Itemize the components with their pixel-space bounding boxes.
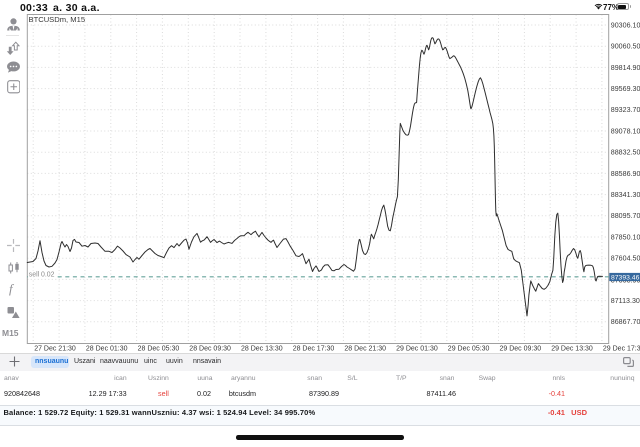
svg-text:29 Dec 09:30: 29 Dec 09:30 [500,345,542,352]
svg-text:29 Dec 01:30: 29 Dec 01:30 [396,345,438,352]
svg-text:28 Dec 09:30: 28 Dec 09:30 [189,345,231,352]
svg-text:88341.30: 88341.30 [611,191,640,199]
svg-text:88832.50: 88832.50 [611,149,640,157]
svg-text:28 Dec 13:30: 28 Dec 13:30 [241,345,283,352]
svg-text:29 Dec 17:30: 29 Dec 17:30 [603,345,640,352]
svg-text:29 Dec 05:30: 29 Dec 05:30 [448,345,490,352]
svg-text:90060.50: 90060.50 [611,43,640,51]
svg-text:28 Dec 01:30: 28 Dec 01:30 [86,345,128,352]
svg-text:87393.46: 87393.46 [611,274,640,281]
svg-text:89569.30: 89569.30 [611,85,640,93]
svg-text:28 Dec 21:30: 28 Dec 21:30 [344,345,386,352]
svg-text:90306.10: 90306.10 [611,21,640,29]
svg-text:sell 0.02: sell 0.02 [29,272,55,279]
svg-text:87850.10: 87850.10 [611,233,640,241]
svg-text:88095.70: 88095.70 [611,212,640,220]
svg-text:88586.90: 88586.90 [611,170,640,178]
svg-text:27 Dec 21:30: 27 Dec 21:30 [34,345,76,352]
svg-text:28 Dec 17:30: 28 Dec 17:30 [293,345,335,352]
svg-text:89323.70: 89323.70 [611,106,640,114]
svg-text:86867.70: 86867.70 [611,318,640,326]
svg-text:29 Dec 13:30: 29 Dec 13:30 [551,345,593,352]
svg-text:89078.10: 89078.10 [611,127,640,135]
svg-text:28 Dec 05:30: 28 Dec 05:30 [138,345,180,352]
svg-text:BTCUSDm, M15: BTCUSDm, M15 [29,15,86,24]
svg-text:87113.30: 87113.30 [611,297,640,305]
svg-text:89814.90: 89814.90 [611,64,640,72]
svg-text:87604.50: 87604.50 [611,255,640,263]
